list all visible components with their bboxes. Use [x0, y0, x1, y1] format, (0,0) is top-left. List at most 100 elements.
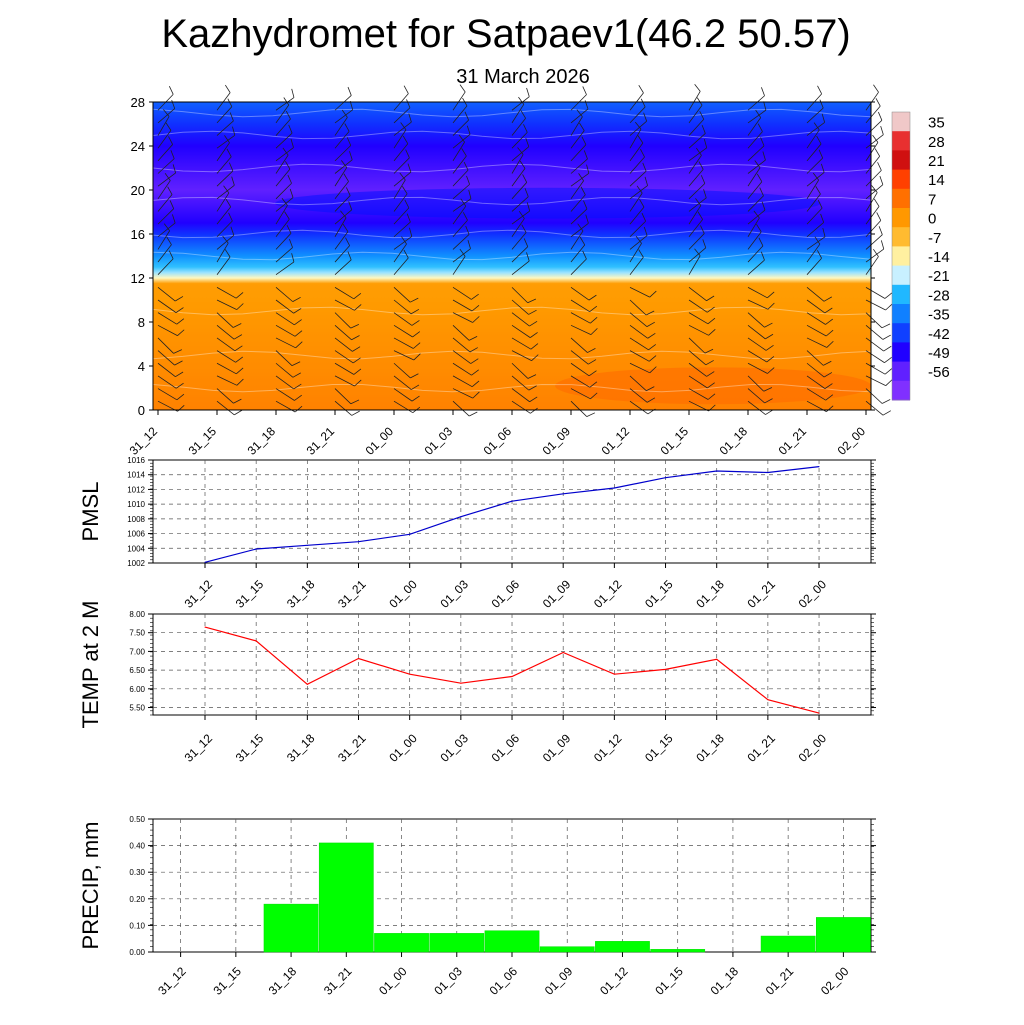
heatmap-field	[153, 102, 871, 410]
wind-barb	[806, 324, 834, 337]
wind-barb-feather	[352, 346, 361, 352]
wind-barb-shaft	[570, 375, 591, 388]
wind-barb-feather	[814, 236, 821, 245]
wind-barb	[747, 109, 762, 136]
wind-barb-shaft	[629, 286, 650, 298]
pmsl-point	[562, 493, 564, 495]
wind-barb-feather	[815, 186, 821, 195]
wind-barb-shaft	[334, 159, 353, 174]
wind-barb	[629, 299, 655, 316]
wind-barb-shaft	[157, 388, 178, 401]
pmsl-point	[409, 533, 411, 535]
wind-barb-shaft	[806, 222, 824, 238]
wind-barb-shaft	[275, 197, 294, 212]
wind-barb-feather	[471, 380, 480, 387]
wind-barb-shaft	[511, 337, 532, 350]
y-tick-label: 0.00	[129, 948, 145, 957]
wind-barb	[511, 337, 539, 350]
x-tick-label: 31_12	[155, 964, 189, 998]
wind-barb-feather	[701, 124, 706, 134]
wind-barb-feather	[638, 84, 644, 94]
colorbar-label: 7	[928, 191, 936, 208]
wind-barb-feather	[175, 371, 184, 378]
wind-barb	[511, 224, 527, 250]
wind-barb-shaft	[334, 217, 347, 237]
wind-barb	[629, 350, 657, 362]
wind-barb-feather	[641, 212, 646, 222]
wind-barb-feather	[288, 124, 293, 134]
wind-barb-shaft	[452, 169, 469, 187]
wind-barb	[570, 200, 588, 225]
wind-barb-feather	[176, 318, 185, 325]
wind-barb-shaft	[806, 157, 823, 174]
colorbar-segment	[892, 342, 910, 363]
pmsl-point	[613, 487, 615, 489]
y-tick-label: 8	[138, 315, 145, 330]
wind-barb	[452, 362, 479, 376]
wind-barb	[688, 337, 714, 354]
temp-point	[306, 683, 308, 685]
wind-barb-shaft	[511, 232, 527, 250]
wind-barb-feather	[466, 125, 471, 135]
wind-barb-feather	[468, 189, 472, 199]
wind-barb	[747, 201, 766, 225]
wind-barb-feather	[234, 409, 243, 416]
wind-barb-shaft	[216, 312, 234, 328]
wind-barb	[629, 162, 647, 187]
temp2m-line-chart: 5.50 6.00 6.50 7.00 7.50 8.00 31_12 31_15 31_18 3…	[78, 601, 876, 765]
wind-barb-shaft	[629, 192, 643, 212]
wind-barb-shaft	[688, 337, 706, 354]
wind-barb-feather	[581, 136, 587, 145]
y-tick-label: 1006	[127, 530, 145, 539]
wind-barb-feather	[526, 202, 531, 212]
wind-barb-shaft	[275, 375, 294, 390]
wind-barb	[452, 225, 470, 250]
wind-barb-shaft	[570, 116, 583, 136]
wind-barb	[334, 287, 362, 300]
wind-barb-shaft	[511, 196, 529, 212]
wind-barb	[629, 112, 648, 136]
wind-barb-shaft	[393, 171, 412, 187]
wind-barb-feather	[638, 249, 644, 258]
x-tick-label: 01_09	[542, 964, 576, 998]
wind-barb	[806, 388, 834, 401]
wind-barb	[570, 337, 596, 353]
wind-barb	[629, 286, 657, 298]
pmsl-point	[358, 541, 360, 543]
wind-barb-feather	[459, 248, 466, 257]
colorbar-segment	[892, 284, 910, 305]
wind-barb-feather	[348, 201, 353, 210]
wind-barb	[216, 126, 236, 149]
precip-bar	[429, 933, 485, 953]
wind-barb-shaft	[511, 218, 525, 237]
wind-barb	[393, 213, 411, 238]
wind-barb-shaft	[275, 287, 294, 302]
wind-barb	[157, 136, 174, 162]
wind-barb	[865, 84, 879, 111]
wind-barb-feather	[292, 296, 301, 302]
wind-barb-shaft	[511, 400, 531, 414]
wind-barb-shaft	[747, 337, 767, 351]
wind-barb-shaft	[570, 230, 584, 250]
wind-barb-shaft	[570, 144, 587, 162]
wind-barb-feather	[582, 250, 587, 260]
wind-barb-feather	[294, 330, 303, 337]
wind-barb-shaft	[157, 258, 174, 275]
wind-barb-shaft	[629, 350, 650, 362]
wind-barb-shaft	[747, 286, 768, 299]
wind-barb-shaft	[275, 261, 295, 276]
x-tick-label: 01_18	[693, 731, 727, 765]
wind-barb-feather	[413, 342, 421, 349]
wind-barb	[157, 337, 183, 354]
wind-barb	[688, 312, 716, 325]
wind-barb	[511, 87, 530, 111]
wind-barb-shaft	[216, 192, 230, 212]
wind-barb-shaft	[747, 231, 762, 250]
wind-barb-feather	[590, 316, 598, 324]
wind-barb-shaft	[629, 362, 650, 374]
wind-barb-feather	[340, 210, 347, 218]
wind-barb-feather	[412, 331, 421, 338]
wind-barb-feather	[282, 147, 289, 156]
wind-barb-shaft	[334, 209, 352, 225]
wind-barb	[216, 299, 244, 311]
